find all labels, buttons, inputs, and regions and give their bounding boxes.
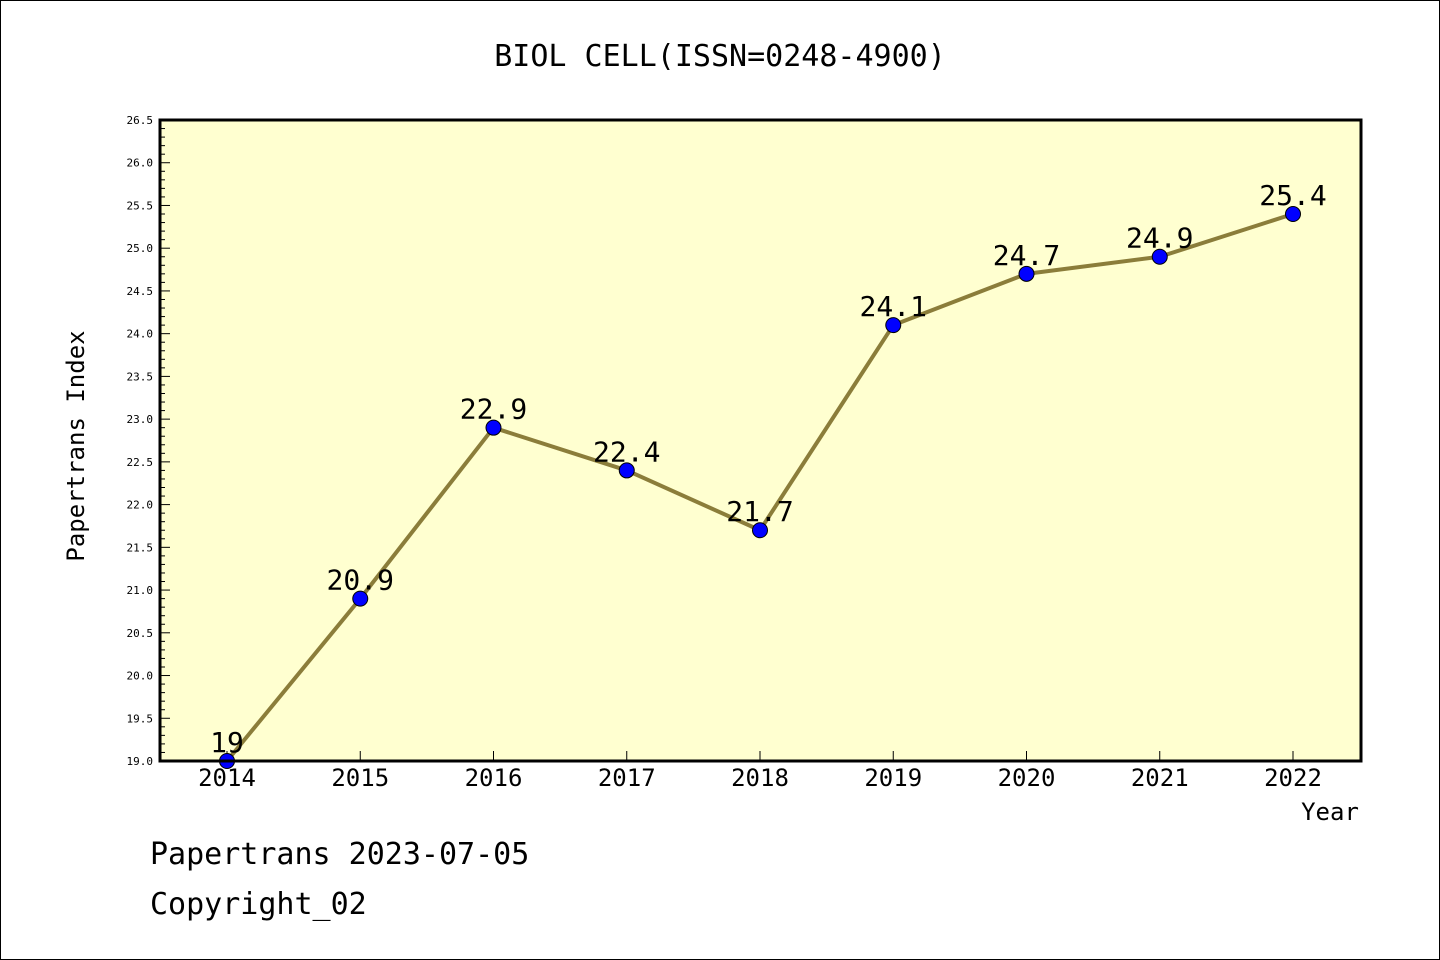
y-tick-label: 21.5 [127,541,154,554]
x-tick-label: 2019 [864,764,922,792]
y-tick-label: 23.5 [127,370,154,383]
y-tick-label: 25.5 [127,199,154,212]
y-axis-label: Papertrans Index [62,330,90,561]
data-label: 25.4 [1259,179,1326,212]
plot-area [160,120,1361,761]
data-label: 20.9 [327,564,394,597]
data-point [1018,265,1035,282]
data-point [1285,206,1301,223]
y-tick-label: 22.0 [127,499,154,512]
y-tick-label: 24.5 [127,285,154,298]
data-label: 24.9 [1126,222,1193,255]
x-tick-label: 2022 [1264,764,1322,792]
x-tick-label: 2021 [1131,764,1189,792]
y-tick-label: 19.5 [127,712,154,725]
data-point [485,419,502,436]
data-label: 21.7 [726,495,793,528]
data-point [352,590,369,607]
x-tick-label: 2017 [598,764,656,792]
x-axis: 2014 2015 2016 2017 2018 2019 2020 2021 2022 [198,751,1322,792]
data-label: 22.4 [593,435,660,468]
data-markers [219,206,1301,769]
data-point [618,462,635,479]
x-tick-label: 2016 [465,764,523,792]
data-label: 24.7 [993,239,1060,272]
x-axis-label: Year [1301,798,1359,826]
footer-date: Papertrans 2023-07-05 [150,837,529,872]
y-axis: 19.0 19.5 20.0 20.5 21.0 21.5 22.0 22.5 23.0 23.5… [127,114,170,768]
footer-copyright: Copyright_02 [150,887,367,922]
y-tick-label: 20.0 [127,670,154,683]
data-label: 22.9 [460,393,527,426]
plot-border [158,118,1363,763]
data-labels: 19 20.9 22.9 22.4 21.7 24.1 24.7 24.9 25.4 [210,179,1327,759]
chart-title: BIOL CELL(ISSN=0248-4900) [494,39,946,74]
data-label: 24.1 [860,290,927,323]
x-tick-label: 2015 [331,764,389,792]
y-tick-label: 20.5 [127,627,154,640]
data-point [1151,248,1168,265]
y-tick-label: 25.0 [127,242,154,255]
y-tick-label: 26.0 [127,157,154,170]
data-label: 19 [210,726,244,759]
y-tick-label: 24.0 [127,328,154,341]
data-point [885,317,902,334]
y-tick-label: 23.0 [127,413,154,426]
x-tick-label: 2018 [731,764,789,792]
y-tick-label: 22.5 [127,456,154,469]
y-tick-label: 26.5 [127,114,154,127]
x-tick-label: 2020 [998,764,1056,792]
data-point [752,522,768,539]
y-tick-label: 19.0 [127,755,154,768]
y-tick-label: 21.0 [127,584,154,597]
